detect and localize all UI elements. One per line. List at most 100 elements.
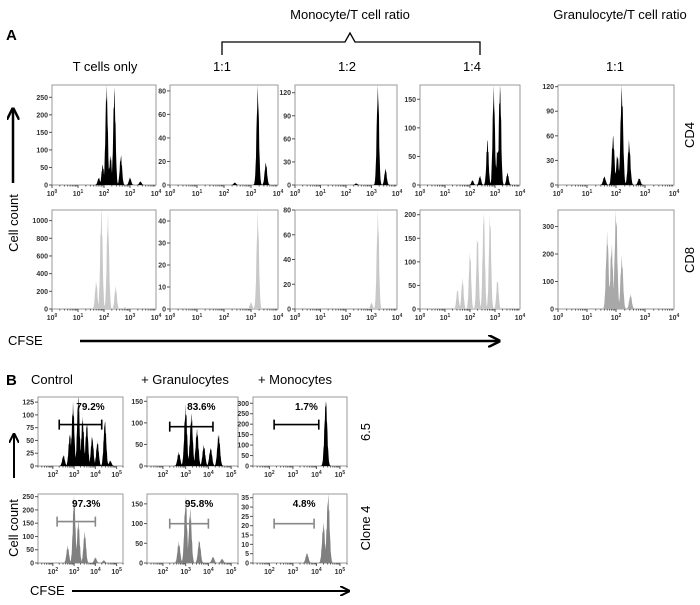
x-tick-label: 104 bbox=[90, 470, 101, 479]
y-tick-label: 60 bbox=[283, 136, 291, 143]
histogram-area bbox=[170, 85, 278, 185]
exponent: 4 bbox=[281, 313, 284, 319]
histogram-area bbox=[170, 210, 278, 309]
y-tick-label: 150 bbox=[22, 521, 34, 528]
y-tick-label: 20 bbox=[241, 523, 249, 530]
exponent: 1 bbox=[448, 189, 451, 195]
x-tick-label: 103 bbox=[288, 567, 299, 576]
x-tick-label: 102 bbox=[99, 313, 110, 322]
exponent: 0 bbox=[173, 313, 176, 319]
x-tick-label: 102 bbox=[99, 189, 110, 198]
gate-bar bbox=[168, 518, 210, 529]
y-tick-label: 50 bbox=[408, 283, 416, 290]
exponent: 2 bbox=[349, 313, 352, 319]
x-axis-label: CFSE bbox=[8, 333, 43, 348]
row-label-cd4: CD4 bbox=[682, 122, 697, 148]
gate-percentage: 1.7% bbox=[295, 402, 318, 413]
y-tick-label: 40 bbox=[158, 219, 166, 226]
exponent: 1 bbox=[323, 313, 326, 319]
exponent: 3 bbox=[188, 470, 191, 476]
x-tick-label: 101 bbox=[582, 189, 593, 198]
gate-percentage: 79.2% bbox=[76, 402, 104, 413]
y-tick-label: 0 bbox=[139, 561, 143, 568]
y-tick-label: 30 bbox=[283, 159, 291, 166]
x-tick-label: 100 bbox=[415, 313, 426, 322]
y-tick-label: 150 bbox=[131, 501, 143, 508]
gate-bar bbox=[56, 516, 97, 527]
y-tick-label: 80 bbox=[158, 88, 166, 95]
exponent: 0 bbox=[298, 189, 301, 195]
y-tick-label: 0 bbox=[162, 307, 166, 314]
histogram-area bbox=[253, 400, 347, 466]
y-tick-label: 0 bbox=[44, 183, 48, 190]
plot-frame bbox=[419, 84, 521, 186]
x-tick-label: 105 bbox=[335, 470, 346, 479]
x-tick-label: 103 bbox=[246, 189, 257, 198]
x-tick-label: 100 bbox=[165, 189, 176, 198]
y-tick-label: 200 bbox=[237, 422, 249, 429]
x-tick-label: 103 bbox=[125, 313, 136, 322]
x-tick-label: 102 bbox=[158, 567, 169, 576]
exponent: 0 bbox=[423, 313, 426, 319]
exponent: 2 bbox=[227, 313, 230, 319]
y-tick-label: 0 bbox=[162, 183, 166, 190]
x-tick-label: 105 bbox=[226, 567, 237, 576]
exponent: 0 bbox=[561, 189, 564, 195]
x-tick-label: 100 bbox=[290, 313, 301, 322]
x-tick-label: 104 bbox=[273, 313, 284, 322]
y-tick-label: 50 bbox=[241, 453, 249, 460]
y-tick-label: 300 bbox=[237, 401, 249, 408]
y-tick-label: 0 bbox=[44, 307, 48, 314]
x-tick-label: 105 bbox=[111, 470, 122, 479]
x-tick-label: 101 bbox=[315, 189, 326, 198]
y-tick-label: 50 bbox=[135, 541, 143, 548]
exponent: 2 bbox=[107, 313, 110, 319]
column-header: 1:4 bbox=[463, 59, 481, 74]
exponent: 1 bbox=[323, 189, 326, 195]
y-tick-label: 5 bbox=[245, 551, 249, 558]
column-header: T cells only bbox=[73, 59, 138, 74]
row-label-clone4: Clone 4 bbox=[358, 506, 373, 551]
panel-a-letter: A bbox=[6, 27, 17, 44]
y-tick-label: 40 bbox=[283, 257, 291, 264]
histogram-area bbox=[38, 397, 123, 466]
exponent: 1 bbox=[200, 189, 203, 195]
plot-frame bbox=[51, 209, 157, 310]
y-tick-label: 50 bbox=[26, 547, 34, 554]
exponent: 3 bbox=[498, 313, 501, 319]
x-tick-label: 102 bbox=[158, 470, 169, 479]
x-tick-label: 103 bbox=[180, 567, 191, 576]
x-tick-label: 102 bbox=[341, 189, 352, 198]
x-tick-label: 103 bbox=[180, 470, 191, 479]
exponent: 3 bbox=[254, 189, 257, 195]
y-tick-label: 150 bbox=[404, 97, 416, 104]
y-tick-label: 150 bbox=[131, 399, 143, 406]
x-tick-label: 103 bbox=[69, 470, 80, 479]
exponent: 2 bbox=[55, 470, 58, 476]
y-tick-label: 100 bbox=[237, 443, 249, 450]
y-tick-label: 25 bbox=[26, 451, 34, 458]
histogram-area bbox=[295, 85, 397, 185]
x-tick-label: 102 bbox=[48, 470, 59, 479]
exponent: 3 bbox=[498, 189, 501, 195]
exponent: 2 bbox=[227, 189, 230, 195]
y-tick-label: 50 bbox=[26, 438, 34, 445]
y-tick-label: 100 bbox=[131, 521, 143, 528]
x-tick-label: 100 bbox=[290, 189, 301, 198]
y-tick-label: 0 bbox=[245, 561, 249, 568]
y-tick-label: 50 bbox=[40, 165, 48, 172]
exponent: 3 bbox=[133, 313, 136, 319]
x-tick-label: 103 bbox=[288, 470, 299, 479]
x-tick-label: 103 bbox=[490, 189, 501, 198]
x-tick-label: 104 bbox=[151, 189, 162, 198]
exponent: 3 bbox=[374, 313, 377, 319]
histogram-panel: 0 50 100 150 102 103 104 105 95.8% bbox=[131, 493, 239, 576]
exponent: 3 bbox=[77, 470, 80, 476]
x-tick-label: 104 bbox=[515, 313, 526, 322]
plot-frame bbox=[252, 493, 348, 564]
x-tick-label: 103 bbox=[366, 189, 377, 198]
